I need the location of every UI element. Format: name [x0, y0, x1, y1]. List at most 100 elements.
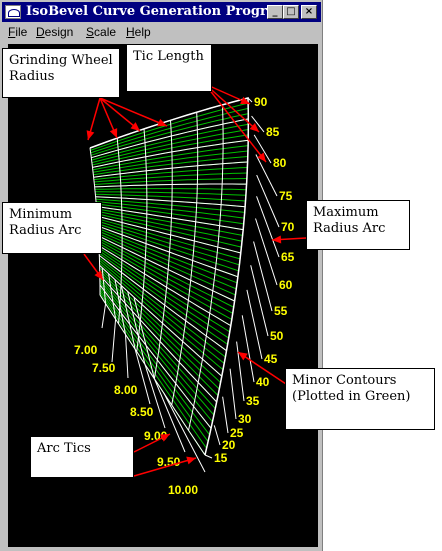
- left-scale-label: 9.00: [144, 429, 168, 443]
- annotation-arrow-head: [272, 235, 282, 244]
- right-scale-tick: [213, 425, 221, 446]
- arc-tic-line: [111, 319, 117, 363]
- major-arc: [99, 265, 223, 377]
- minor-contour: [99, 267, 221, 383]
- annotation-arrow-head: [86, 130, 95, 140]
- right-scale-tick: [247, 97, 253, 103]
- annotation-arrow-head: [186, 456, 196, 465]
- radius-line: [153, 120, 173, 379]
- right-scale-label: 65: [281, 250, 295, 264]
- right-scale-label: 85: [266, 125, 280, 139]
- right-scale-label: 25: [230, 426, 244, 440]
- radius-line: [116, 138, 123, 324]
- title-bar[interactable]: IsoBevel Curve Generation Program _ □ ×: [2, 2, 321, 22]
- right-scale-label: 20: [222, 438, 236, 452]
- left-scale-label: 9.50: [157, 455, 181, 469]
- annotation-arrow-line: [204, 83, 267, 163]
- callout-grinding-wheel-radius: Grinding Wheel Radius: [2, 48, 120, 98]
- app-icon[interactable]: [5, 5, 21, 19]
- arc-tic-line: [134, 349, 151, 405]
- annotation-arrow-head: [109, 128, 118, 138]
- close-button[interactable]: ×: [301, 5, 317, 19]
- tic-length-line: [120, 285, 136, 350]
- minor-contour: [99, 289, 209, 442]
- right-scale-tick: [204, 454, 213, 459]
- major-arc: [99, 284, 212, 429]
- left-scale-label: 7.50: [92, 361, 116, 375]
- minor-contour: [99, 292, 208, 449]
- maximize-button[interactable]: □: [283, 5, 299, 19]
- tic-length-line: [114, 279, 126, 335]
- right-scale-label: 55: [274, 304, 288, 318]
- menu-scale[interactable]: Scale: [86, 25, 117, 39]
- menu-help[interactable]: Help: [126, 25, 151, 39]
- arc-tic-line: [125, 334, 129, 379]
- annotation-arrow-head: [130, 122, 140, 131]
- annotation-arrow-head: [240, 96, 250, 104]
- radius-line: [171, 112, 199, 406]
- right-scale-tick: [256, 196, 280, 258]
- minor-contour: [99, 269, 220, 390]
- right-scale-tick: [255, 218, 278, 286]
- right-scale-label: 15: [214, 451, 228, 465]
- annotation-arrow-head: [157, 118, 167, 127]
- major-arc: [94, 183, 247, 188]
- right-scale-tick: [246, 289, 263, 360]
- annotation-arrow-head: [257, 152, 266, 162]
- left-scale-label: 10.00: [168, 483, 198, 497]
- arc-tic-line: [163, 392, 206, 473]
- callout-minor-contours: Minor Contours (Plotted in Green): [285, 368, 435, 430]
- annotation-arrow-line: [133, 457, 197, 477]
- minor-contour: [94, 188, 247, 191]
- right-scale-label: 45: [264, 352, 278, 366]
- window-title: IsoBevel Curve Generation Program: [26, 4, 289, 19]
- annotation-arrow-head: [249, 123, 259, 132]
- minor-contour: [96, 203, 244, 225]
- arc-tic-line: [101, 303, 107, 329]
- callout-tic-length: Tic Length: [126, 44, 212, 92]
- right-scale-label: 70: [281, 220, 295, 234]
- left-scale-label: 8.00: [114, 383, 138, 397]
- callout-maximum-radius-arc: Maximum Radius Arc: [306, 200, 410, 250]
- tic-length-line: [108, 273, 117, 320]
- callout-arc-tics: Arc Tics: [30, 436, 134, 478]
- right-scale-tick: [256, 174, 280, 228]
- right-scale-label: 60: [279, 278, 293, 292]
- right-scale-tick: [229, 368, 237, 420]
- right-scale-tick: [236, 341, 245, 402]
- annotation-arrow-head: [94, 270, 103, 280]
- right-scale-tick: [222, 396, 229, 434]
- arc-tic-line: [153, 378, 186, 453]
- tic-length-line: [101, 267, 107, 304]
- menu-design[interactable]: Design: [36, 25, 74, 39]
- left-scale-label: 7.00: [74, 343, 98, 357]
- minor-contour: [92, 145, 249, 171]
- left-scale-label: 8.50: [130, 405, 154, 419]
- right-scale-label: 50: [270, 329, 284, 343]
- right-scale-label: 35: [246, 394, 260, 408]
- right-scale-label: 90: [254, 95, 268, 109]
- right-scale-tick: [255, 154, 278, 197]
- callout-minimum-radius-arc: Minimum Radius Arc: [2, 202, 102, 254]
- tic-length-line: [127, 291, 146, 365]
- annotation-arrow-line: [99, 97, 168, 127]
- menu-bar: File Design Scale Help: [2, 23, 321, 42]
- minor-contour: [99, 287, 210, 436]
- annotation-arrow-line: [204, 83, 260, 133]
- right-scale-label: 30: [238, 412, 252, 426]
- right-scale-tick: [253, 134, 272, 164]
- radius-line: [136, 128, 148, 352]
- menu-file[interactable]: File: [8, 25, 28, 39]
- annotation-arrow-line: [237, 351, 293, 389]
- arc-tic-line: [144, 364, 166, 429]
- tic-length-line: [133, 297, 155, 379]
- right-scale-label: 75: [279, 189, 293, 203]
- radius-line: [188, 104, 224, 431]
- right-scale-tick: [251, 115, 265, 133]
- right-scale-label: 80: [273, 156, 287, 170]
- minimize-button[interactable]: _: [267, 5, 283, 19]
- right-scale-tick: [250, 265, 269, 337]
- minor-contour: [99, 257, 226, 358]
- annotation-arrow-head: [160, 434, 170, 442]
